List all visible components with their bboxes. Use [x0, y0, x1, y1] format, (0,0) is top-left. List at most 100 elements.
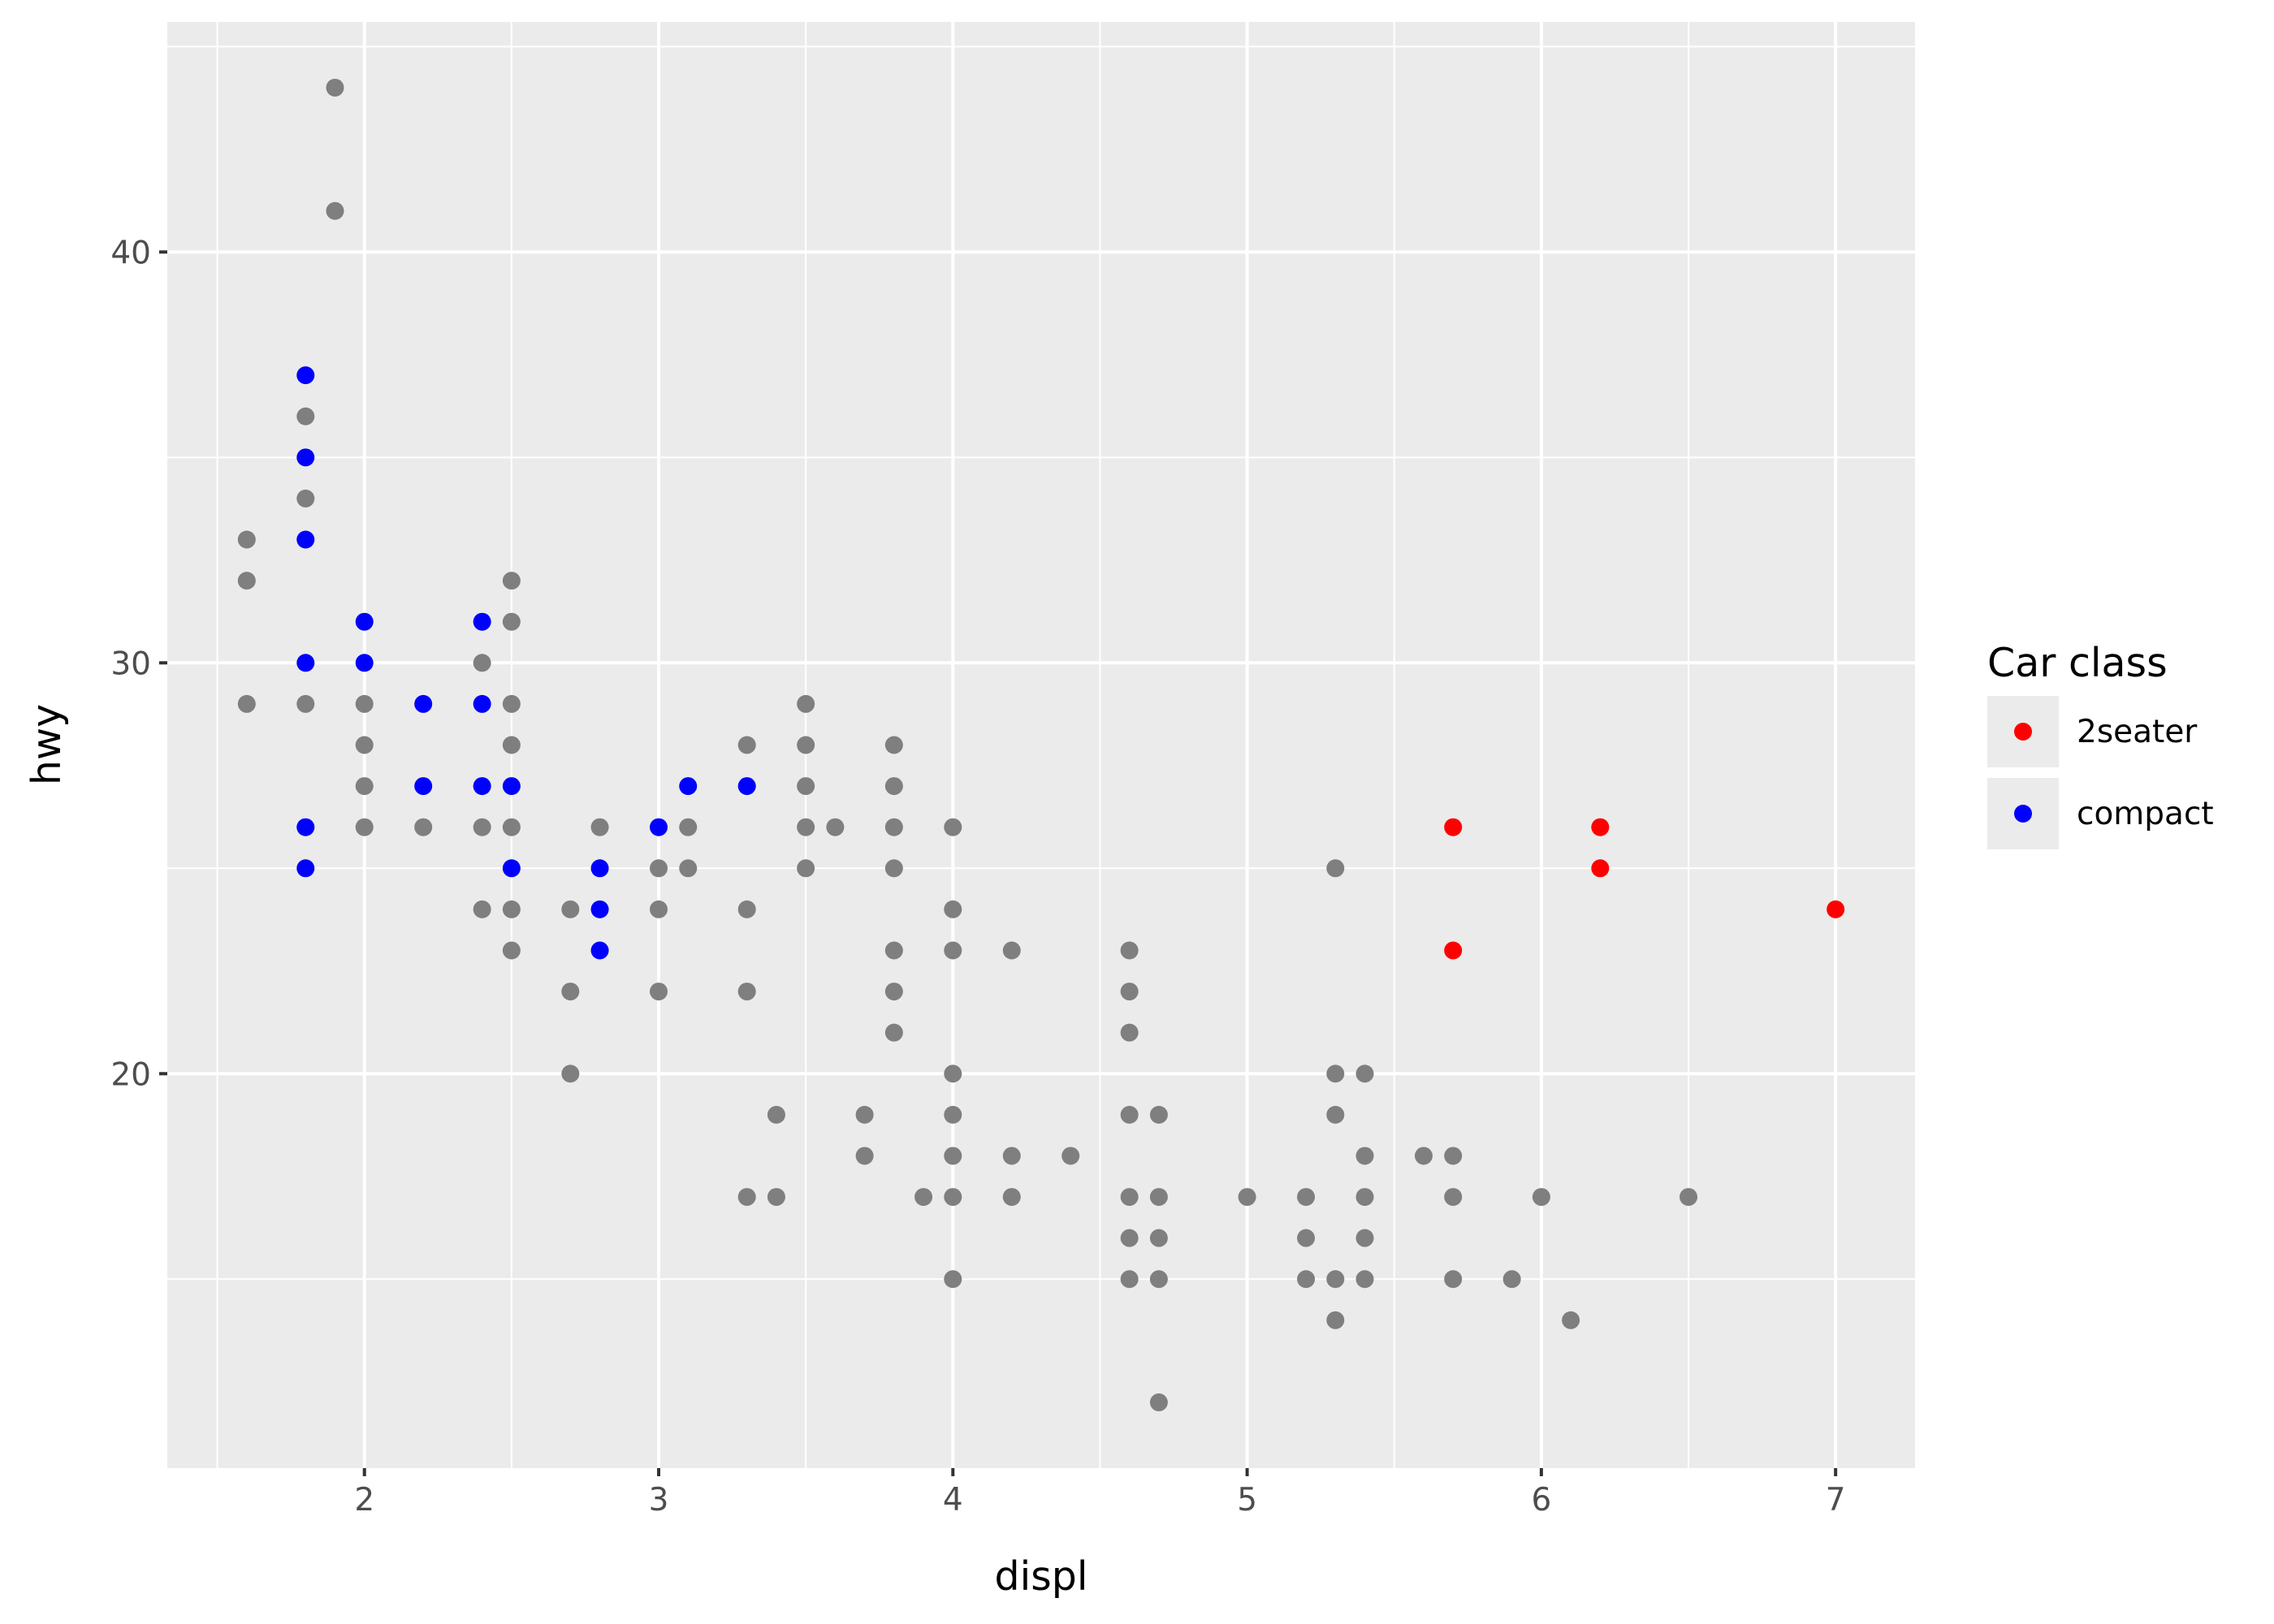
point-other [737, 736, 756, 754]
point-other [237, 694, 256, 713]
point-other [502, 572, 521, 590]
point-other [561, 900, 580, 918]
points-layer [237, 78, 1845, 1412]
minor-gridlines [167, 22, 1915, 1468]
point-compact [590, 859, 609, 878]
point-other [1120, 1188, 1139, 1207]
point-other [797, 777, 815, 796]
point-other [1355, 1147, 1374, 1165]
point-other [944, 900, 962, 918]
point-other [355, 694, 374, 713]
point-other [650, 983, 668, 1001]
point-other [944, 818, 962, 836]
point-compact [414, 777, 433, 796]
point-other [1444, 1270, 1463, 1289]
point-other [797, 859, 815, 878]
point-2seater [1591, 818, 1610, 836]
point-other [944, 1147, 962, 1165]
point-compact [473, 777, 491, 796]
point-other [884, 1023, 903, 1042]
point-other [1355, 1065, 1374, 1083]
point-compact [679, 777, 698, 796]
point-compact [473, 612, 491, 631]
legend-label-compact: compact [2077, 796, 2214, 832]
plot-panel [167, 22, 1915, 1468]
point-other [737, 900, 756, 918]
legend-label-2seater: 2seater [2077, 714, 2198, 750]
point-other [1149, 1270, 1168, 1289]
point-other [561, 983, 580, 1001]
point-other [414, 818, 433, 836]
x-tick-label: 2 [354, 1482, 374, 1518]
point-other [296, 489, 315, 508]
point-other [355, 736, 374, 754]
point-other [502, 612, 521, 631]
point-other [1444, 1188, 1463, 1207]
x-axis-title: displ [995, 1553, 1088, 1600]
point-other [884, 777, 903, 796]
point-other [561, 1065, 580, 1083]
point-other [1002, 1147, 1021, 1165]
point-2seater [1591, 859, 1610, 878]
x-tick-label: 4 [943, 1482, 963, 1518]
point-compact [737, 777, 756, 796]
point-other [1120, 941, 1139, 960]
point-compact [355, 654, 374, 672]
point-other [1532, 1188, 1550, 1207]
point-other [355, 777, 374, 796]
point-other [767, 1105, 785, 1124]
point-other [1149, 1229, 1168, 1247]
point-other [1355, 1229, 1374, 1247]
point-other [296, 694, 315, 713]
point-other [1297, 1188, 1316, 1207]
point-other [650, 859, 668, 878]
point-other [855, 1147, 874, 1165]
point-other [679, 859, 698, 878]
point-other [944, 1105, 962, 1124]
point-other [473, 654, 491, 672]
point-other [1355, 1188, 1374, 1207]
point-other [502, 818, 521, 836]
x-tick-label: 6 [1531, 1482, 1551, 1518]
point-other [1444, 1147, 1463, 1165]
point-other [1238, 1188, 1256, 1207]
point-other [1326, 1065, 1345, 1083]
point-compact [296, 530, 315, 549]
point-2seater [1444, 941, 1463, 960]
point-other [1326, 1270, 1345, 1289]
point-other [1149, 1105, 1168, 1124]
point-compact [473, 694, 491, 713]
point-other [884, 859, 903, 878]
point-other [1414, 1147, 1433, 1165]
x-tick-label: 7 [1826, 1482, 1846, 1518]
point-other [296, 407, 315, 425]
point-other [797, 694, 815, 713]
axes-layer: 2 3 4 5 6 7 20 30 40 [110, 235, 1845, 1518]
legend-marker-compact [2014, 805, 2032, 823]
legend-marker-2seater [2014, 723, 2032, 741]
point-other [944, 941, 962, 960]
point-other [237, 530, 256, 549]
point-other [326, 201, 344, 220]
point-other [1502, 1270, 1521, 1289]
point-other [1149, 1188, 1168, 1207]
point-other [1297, 1270, 1316, 1289]
point-other [355, 818, 374, 836]
point-other [1326, 1311, 1345, 1329]
point-other [855, 1105, 874, 1124]
point-compact [296, 366, 315, 385]
point-compact [590, 900, 609, 918]
point-other [797, 736, 815, 754]
point-other [797, 818, 815, 836]
point-other [884, 983, 903, 1001]
point-other [1326, 1105, 1345, 1124]
point-compact [414, 694, 433, 713]
y-tick-label: 20 [110, 1056, 151, 1093]
point-other [944, 1270, 962, 1289]
point-other [884, 941, 903, 960]
point-other [1326, 859, 1345, 878]
point-compact [502, 777, 521, 796]
point-2seater [1827, 900, 1845, 918]
point-compact [590, 941, 609, 960]
